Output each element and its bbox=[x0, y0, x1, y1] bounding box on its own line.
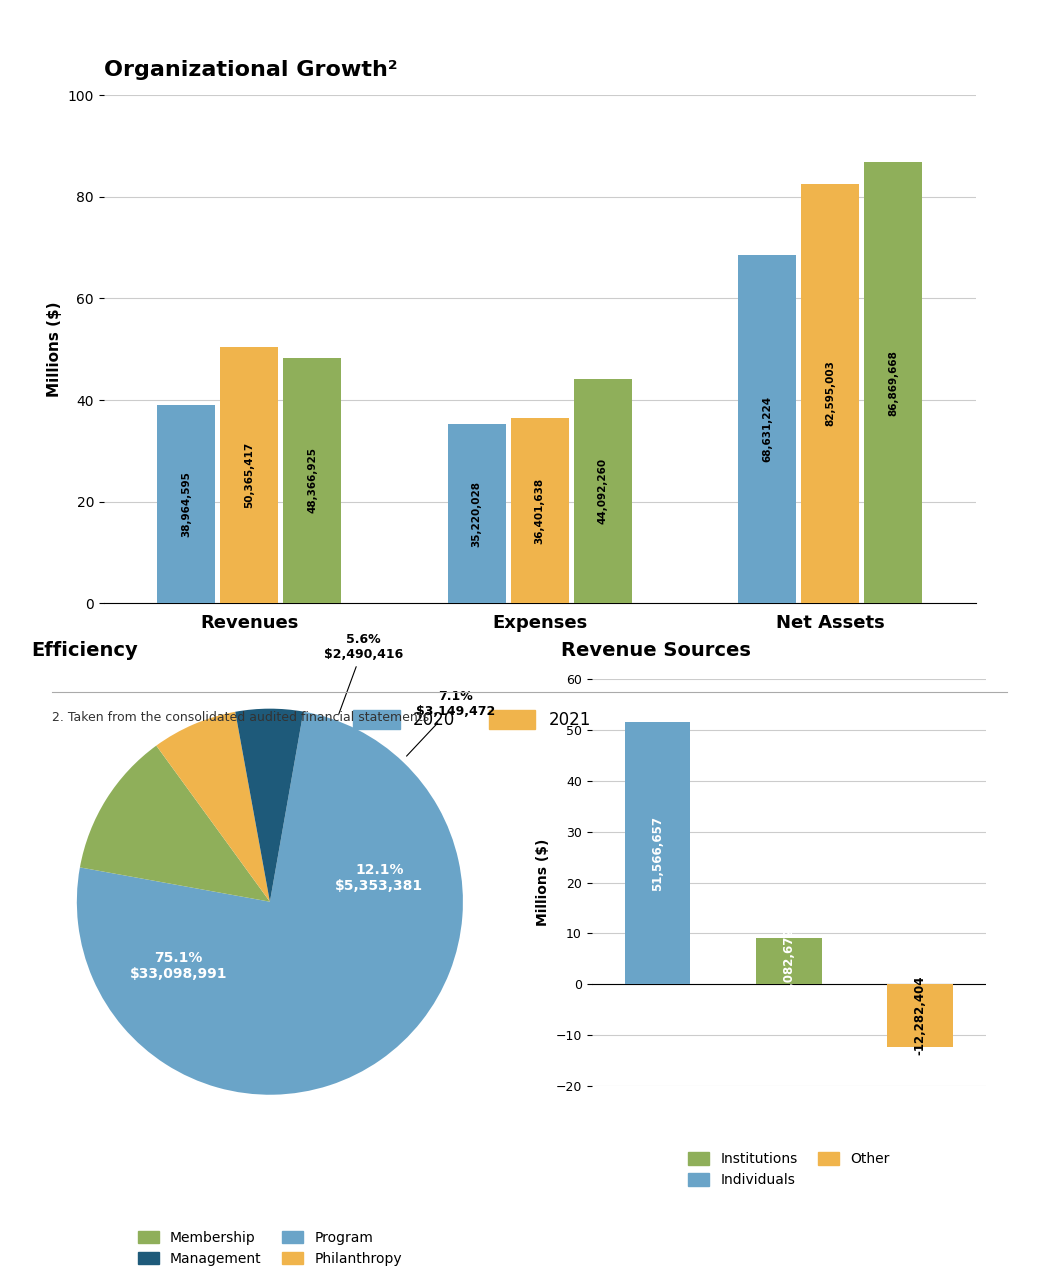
Text: Efficiency: Efficiency bbox=[31, 641, 138, 660]
Bar bbox=[865, 163, 923, 603]
Legend: Membership, Management, Program, Philanthropy: Membership, Management, Program, Philant… bbox=[132, 1226, 408, 1270]
Text: 50,365,417: 50,365,417 bbox=[244, 442, 254, 508]
Text: 9,082,672: 9,082,672 bbox=[783, 928, 795, 994]
Text: 48,366,925: 48,366,925 bbox=[307, 447, 317, 513]
Wedge shape bbox=[77, 711, 463, 1095]
Text: 68,631,224: 68,631,224 bbox=[763, 396, 772, 462]
Text: Organizational Growth²: Organizational Growth² bbox=[104, 60, 398, 80]
Text: 5.6%
$2,490,416: 5.6% $2,490,416 bbox=[324, 634, 403, 714]
Text: 44,092,260: 44,092,260 bbox=[598, 458, 607, 525]
Y-axis label: Millions ($): Millions ($) bbox=[536, 839, 550, 926]
Text: -12,282,404: -12,282,404 bbox=[913, 975, 927, 1055]
Bar bbox=[157, 405, 215, 603]
Bar bbox=[447, 424, 506, 603]
Bar bbox=[738, 254, 796, 603]
Text: 75.1%
$33,098,991: 75.1% $33,098,991 bbox=[130, 951, 227, 982]
Bar bbox=[887, 984, 953, 1046]
Text: 35,220,028: 35,220,028 bbox=[472, 481, 482, 547]
Bar bbox=[625, 723, 690, 984]
Legend: Institutions, Individuals, Other: Institutions, Individuals, Other bbox=[683, 1147, 895, 1193]
Legend: 2020, 2021, 2022: 2020, 2021, 2022 bbox=[347, 704, 733, 735]
Text: Revenue Sources: Revenue Sources bbox=[561, 641, 750, 660]
Text: 38,964,595: 38,964,595 bbox=[182, 471, 191, 537]
Text: 2. Taken from the consolidated audited financial statements: 2. Taken from the consolidated audited f… bbox=[52, 711, 429, 724]
Bar bbox=[801, 184, 859, 603]
Bar bbox=[283, 358, 342, 603]
Text: 51,566,657: 51,566,657 bbox=[651, 815, 664, 890]
Text: 7.1%
$3,149,472: 7.1% $3,149,472 bbox=[407, 690, 495, 756]
Text: 12.1%
$5,353,381: 12.1% $5,353,381 bbox=[335, 864, 424, 893]
Text: 36,401,638: 36,401,638 bbox=[535, 478, 545, 544]
Bar bbox=[511, 418, 569, 603]
Wedge shape bbox=[236, 709, 303, 902]
Text: 82,595,003: 82,595,003 bbox=[825, 361, 836, 427]
Y-axis label: Millions ($): Millions ($) bbox=[47, 301, 62, 398]
Wedge shape bbox=[157, 711, 270, 902]
Wedge shape bbox=[80, 745, 270, 902]
Text: 86,869,668: 86,869,668 bbox=[889, 349, 898, 415]
Bar bbox=[574, 380, 632, 603]
Bar bbox=[220, 348, 278, 603]
Bar bbox=[756, 939, 822, 984]
